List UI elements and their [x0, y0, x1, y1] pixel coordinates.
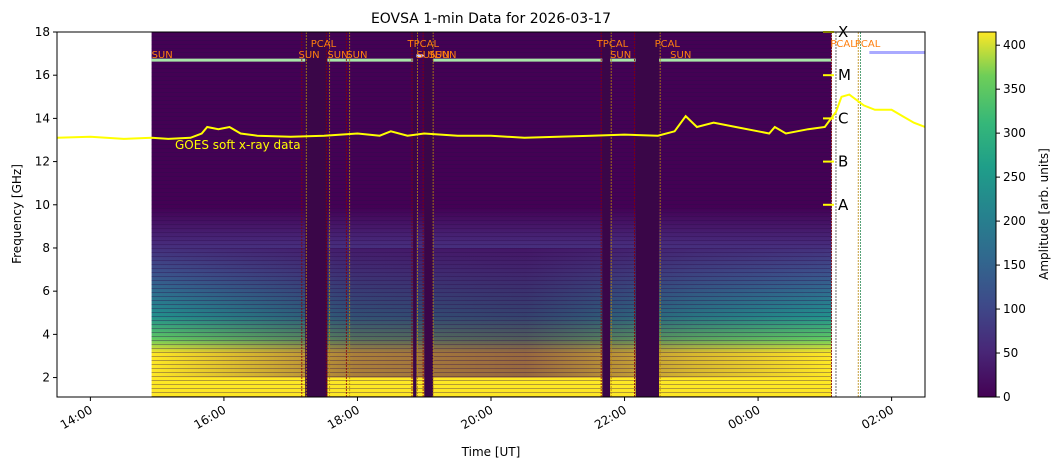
- y-tick-label: 12: [35, 155, 50, 169]
- x-tick-label: 02:00: [859, 403, 896, 432]
- chart-title: EOVSA 1-min Data for 2026-03-17: [371, 11, 611, 27]
- data-gap: [424, 32, 434, 397]
- goes-label: GOES soft x-ray data: [175, 138, 301, 152]
- goes-class-label: A: [838, 196, 849, 214]
- source-annotation: TPCAL: [596, 39, 629, 50]
- source-annotation: SUN: [610, 50, 631, 61]
- y-tick-label: 14: [35, 111, 50, 125]
- y-tick-label: 16: [35, 68, 50, 82]
- source-annotation: PCAL: [855, 39, 881, 50]
- colorbar-tick-label: 400: [1003, 38, 1026, 52]
- goes-class-label: B: [838, 153, 848, 171]
- plot-area: GOES soft x-ray data SUN SUNPCALSUNSUNTPC…: [56, 23, 926, 398]
- x-axis: 14:00 16:00 18:00 20:00 22:00 00:00 02:00: [58, 397, 896, 432]
- source-annotation: TPCAL: [407, 39, 440, 50]
- source-annotation: SUN: [435, 50, 456, 61]
- x-tick-label: 18:00: [325, 403, 362, 432]
- spectrogram-streaks: [151, 32, 832, 397]
- colorbar-label: Amplitude [arb. units]: [1037, 148, 1051, 280]
- goes-class-label: M: [838, 66, 851, 84]
- y-tick-label: 6: [42, 284, 50, 298]
- colorbar-tick-label: 100: [1003, 302, 1026, 316]
- x-tick-label: 22:00: [592, 403, 629, 432]
- colorbar-tick-label: 200: [1003, 214, 1026, 228]
- source-annotation: SUN: [298, 50, 319, 61]
- y-tick-label: 2: [42, 371, 50, 385]
- x-axis-label: Time [UT]: [461, 445, 521, 459]
- data-gap: [413, 32, 417, 397]
- x-tick-label: 14:00: [58, 403, 95, 432]
- colorbar-gradient: [977, 31, 997, 398]
- data-gap: [602, 32, 611, 397]
- y-tick-label: 10: [35, 198, 50, 212]
- goes-class-label: C: [838, 109, 848, 127]
- source-annotation: SUN: [346, 50, 367, 61]
- source-annotation: SUN: [327, 50, 348, 61]
- colorbar-tick-label: 250: [1003, 170, 1026, 184]
- source-annotation: PCAL: [311, 39, 337, 50]
- source-annotation: SUN: [416, 50, 437, 61]
- colorbar-tick-label: 300: [1003, 126, 1026, 140]
- source-annotation: SUN: [670, 50, 691, 61]
- colorbar-tick-label: 0: [1003, 390, 1011, 404]
- y-tick-label: 8: [42, 241, 50, 255]
- colorbar-tick-label: 350: [1003, 82, 1026, 96]
- spectrogram: [151, 32, 832, 397]
- y-axis: 2 4 6 8 10 12 14 16 18: [35, 25, 57, 385]
- colorbar: 0 50 100 150 200 250 300 350 400 Amplitude [arb.…: [977, 31, 1051, 404]
- data-gap: [305, 32, 328, 397]
- x-tick-label: 16:00: [191, 403, 228, 432]
- source-annotation: SUN: [152, 50, 173, 61]
- data-gap: [635, 32, 660, 397]
- y-tick-label: 4: [42, 327, 50, 341]
- source-annotation: PCAL: [830, 39, 856, 50]
- colorbar-tick-label: 50: [1003, 346, 1018, 360]
- colorbar-tick-label: 150: [1003, 258, 1026, 272]
- goes-curve: [57, 93, 925, 140]
- source-annotation: PCAL: [655, 39, 681, 50]
- x-tick-label: 00:00: [726, 403, 763, 432]
- y-axis-label: Frequency [GHz]: [10, 164, 24, 264]
- y-tick-label: 18: [35, 25, 50, 39]
- x-tick-label: 20:00: [459, 403, 496, 432]
- source-annotation: SUN: [429, 50, 450, 61]
